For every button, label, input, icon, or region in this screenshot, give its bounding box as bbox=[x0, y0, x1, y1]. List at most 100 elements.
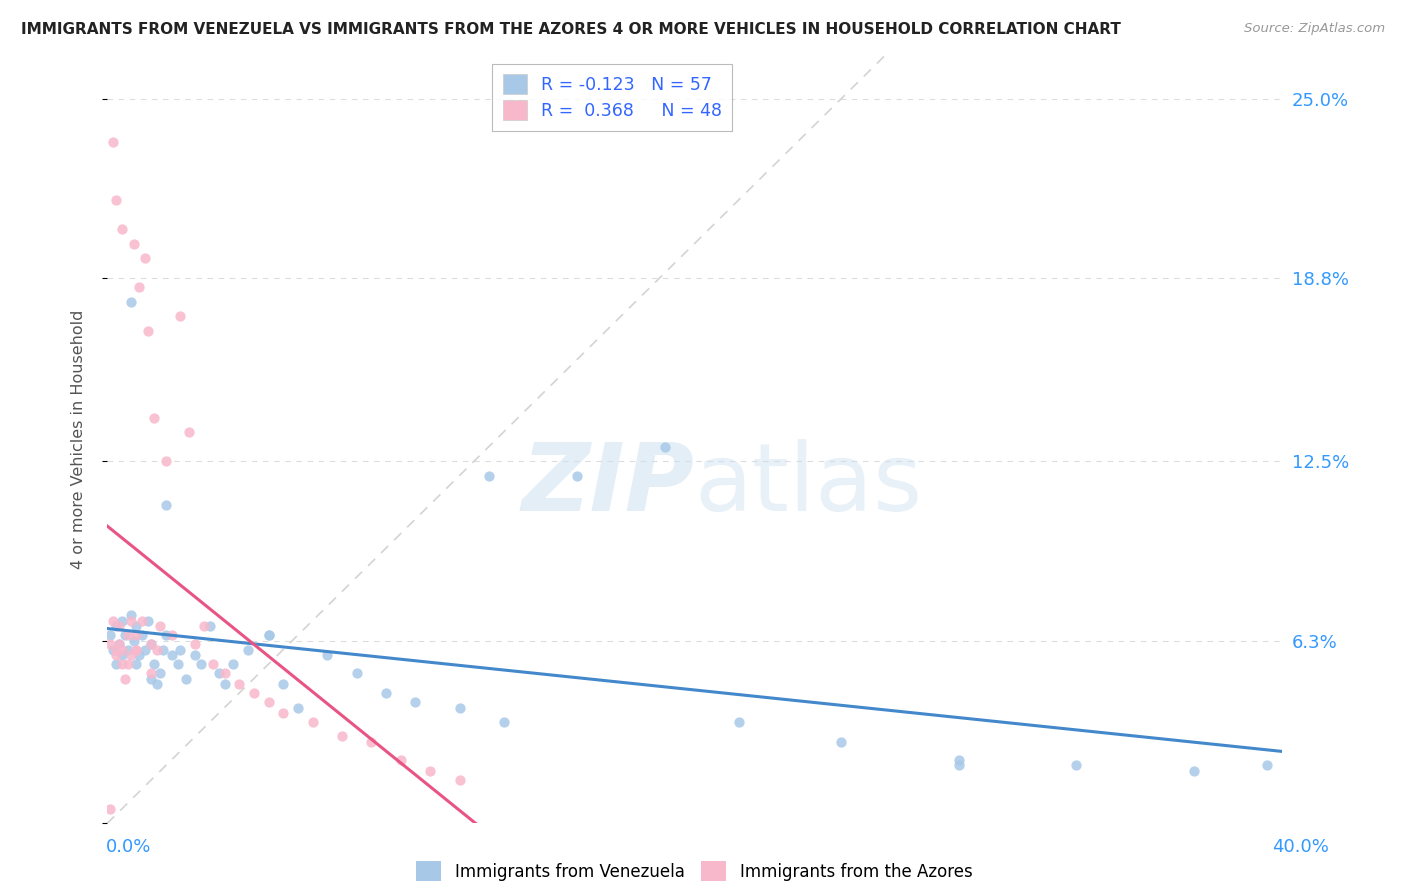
Point bbox=[316, 648, 339, 663]
Point bbox=[169, 309, 191, 323]
Point bbox=[111, 648, 134, 663]
Point bbox=[120, 607, 142, 622]
Point bbox=[101, 642, 124, 657]
Point bbox=[122, 236, 145, 251]
Point bbox=[166, 657, 188, 671]
Point bbox=[98, 802, 121, 816]
Point bbox=[419, 764, 441, 779]
Point bbox=[449, 700, 471, 714]
Point bbox=[155, 628, 177, 642]
Point bbox=[120, 294, 142, 309]
Point bbox=[114, 628, 136, 642]
Point bbox=[125, 628, 148, 642]
Point bbox=[160, 628, 183, 642]
Point bbox=[125, 642, 148, 657]
Point bbox=[146, 677, 169, 691]
Point bbox=[136, 614, 159, 628]
Point bbox=[143, 410, 166, 425]
Point bbox=[287, 700, 309, 714]
Point bbox=[179, 425, 201, 439]
Point bbox=[122, 633, 145, 648]
Point bbox=[139, 637, 162, 651]
Point bbox=[139, 637, 162, 651]
Point bbox=[117, 642, 139, 657]
Point bbox=[111, 642, 134, 657]
Point bbox=[104, 193, 127, 207]
Point bbox=[243, 686, 266, 700]
Point bbox=[114, 672, 136, 686]
Point bbox=[134, 642, 156, 657]
Point bbox=[108, 619, 131, 633]
Point bbox=[330, 730, 353, 744]
Point bbox=[149, 619, 172, 633]
Point bbox=[948, 753, 970, 767]
Point bbox=[120, 648, 142, 663]
Point bbox=[228, 677, 250, 691]
Point bbox=[389, 753, 412, 767]
Point bbox=[155, 454, 177, 468]
Point bbox=[120, 614, 142, 628]
Point bbox=[257, 628, 280, 642]
Point bbox=[117, 628, 139, 642]
Point bbox=[193, 619, 215, 633]
Point bbox=[134, 251, 156, 265]
Point bbox=[108, 637, 131, 651]
Point bbox=[830, 735, 852, 749]
Point bbox=[222, 657, 245, 671]
Text: atlas: atlas bbox=[695, 440, 922, 532]
Point bbox=[1182, 764, 1205, 779]
Point bbox=[654, 440, 676, 454]
Text: Source: ZipAtlas.com: Source: ZipAtlas.com bbox=[1244, 22, 1385, 36]
Point bbox=[101, 614, 124, 628]
Point bbox=[117, 657, 139, 671]
Point bbox=[104, 642, 127, 657]
Point bbox=[108, 637, 131, 651]
Point bbox=[257, 628, 280, 642]
Text: IMMIGRANTS FROM VENEZUELA VS IMMIGRANTS FROM THE AZORES 4 OR MORE VEHICLES IN HO: IMMIGRANTS FROM VENEZUELA VS IMMIGRANTS … bbox=[21, 22, 1121, 37]
Point bbox=[375, 686, 398, 700]
Legend: R = -0.123   N = 57, R =  0.368     N = 48: R = -0.123 N = 57, R = 0.368 N = 48 bbox=[492, 64, 733, 131]
Point bbox=[169, 642, 191, 657]
Point bbox=[236, 642, 259, 657]
Point bbox=[98, 637, 121, 651]
Point bbox=[208, 665, 231, 680]
Point bbox=[478, 468, 501, 483]
Point bbox=[104, 657, 127, 671]
Point bbox=[104, 648, 127, 663]
Point bbox=[125, 642, 148, 657]
Point bbox=[198, 619, 221, 633]
Point bbox=[727, 714, 749, 729]
Point bbox=[346, 665, 368, 680]
Point bbox=[136, 324, 159, 338]
Point bbox=[271, 706, 294, 721]
Point bbox=[271, 677, 294, 691]
Point bbox=[111, 222, 134, 236]
Point bbox=[404, 695, 426, 709]
Y-axis label: 4 or more Vehicles in Household: 4 or more Vehicles in Household bbox=[72, 310, 86, 569]
Point bbox=[360, 735, 382, 749]
Point bbox=[111, 614, 134, 628]
Point bbox=[1256, 758, 1278, 772]
Point bbox=[201, 657, 224, 671]
Point bbox=[146, 642, 169, 657]
Point bbox=[176, 672, 198, 686]
Point bbox=[128, 648, 150, 663]
Point bbox=[101, 135, 124, 149]
Point bbox=[149, 665, 172, 680]
Text: ZIP: ZIP bbox=[522, 440, 695, 532]
Text: 0.0%: 0.0% bbox=[105, 838, 150, 855]
Point bbox=[214, 677, 236, 691]
Point bbox=[143, 657, 166, 671]
Point bbox=[104, 619, 127, 633]
Text: 40.0%: 40.0% bbox=[1272, 838, 1329, 855]
Point bbox=[128, 280, 150, 294]
Point bbox=[190, 657, 212, 671]
Point bbox=[139, 665, 162, 680]
Point bbox=[125, 619, 148, 633]
Point bbox=[449, 772, 471, 787]
Point bbox=[257, 695, 280, 709]
Point bbox=[111, 657, 134, 671]
Point bbox=[160, 648, 183, 663]
Point bbox=[139, 672, 162, 686]
Point bbox=[155, 498, 177, 512]
